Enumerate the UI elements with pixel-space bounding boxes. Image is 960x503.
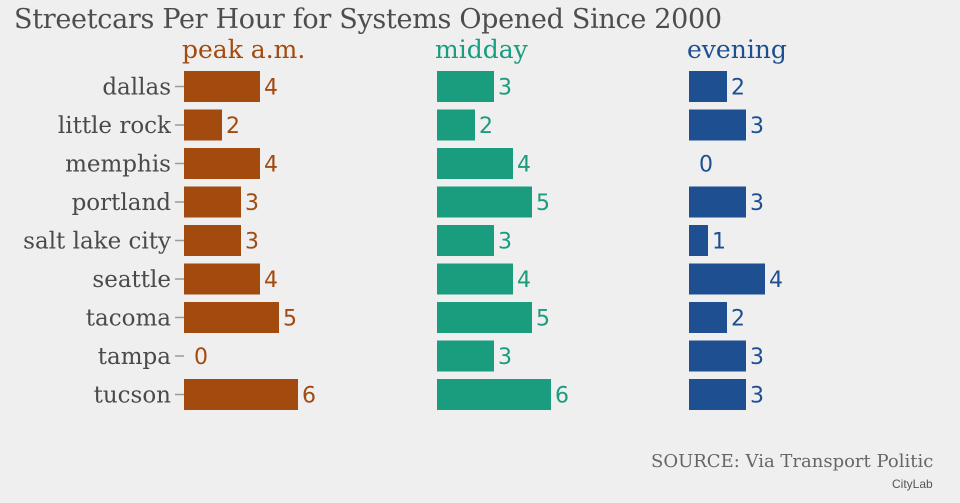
value-label-midday-portland: 5 (536, 191, 550, 216)
value-label-peak-a-m-dallas: 4 (264, 76, 278, 101)
value-label-evening-salt-lake-city: 1 (712, 230, 726, 255)
bar-midday-tampa (437, 340, 494, 372)
category-label-tucson: tucson (94, 383, 172, 409)
source-note: SOURCE: Via Transport Politic (651, 451, 934, 472)
value-label-evening-seattle: 4 (769, 268, 783, 293)
value-label-midday-tacoma: 5 (536, 307, 550, 332)
value-label-peak-a-m-tampa: 0 (194, 345, 208, 370)
value-label-evening-tacoma: 2 (731, 307, 745, 332)
bar-evening-dallas (689, 71, 727, 102)
value-label-peak-a-m-salt-lake-city: 3 (245, 230, 259, 255)
bar-peak-a-m-tacoma (184, 302, 279, 333)
bar-evening-tampa (689, 340, 746, 372)
chart-title: Streetcars Per Hour for Systems Opened S… (14, 4, 722, 35)
bar-peak-a-m-seattle (184, 263, 260, 295)
bar-peak-a-m-tucson (184, 379, 298, 410)
publisher-credit: CityLab (892, 477, 933, 491)
bar-peak-a-m-little-rock (184, 109, 222, 141)
value-label-midday-memphis: 4 (517, 153, 531, 178)
bar-evening-tacoma (689, 302, 727, 333)
panel-title-evening: evening (687, 35, 787, 64)
value-label-midday-tampa: 3 (498, 345, 512, 370)
category-label-tacoma: tacoma (86, 306, 171, 332)
category-label-portland: portland (72, 190, 172, 216)
bar-evening-little-rock (689, 109, 746, 141)
bar-evening-portland (689, 186, 746, 218)
value-label-evening-memphis: 0 (699, 153, 713, 178)
value-label-peak-a-m-tacoma: 5 (283, 307, 297, 332)
category-label-memphis: memphis (65, 152, 171, 178)
panel-title-peak-am: peak a.m. (182, 35, 306, 64)
bar-midday-memphis (437, 148, 513, 179)
value-label-midday-salt-lake-city: 3 (498, 230, 512, 255)
bar-peak-a-m-dallas (184, 71, 260, 102)
value-label-midday-little-rock: 2 (479, 114, 493, 139)
category-label-little-rock: little rock (58, 113, 172, 139)
category-label-dallas: dallas (102, 75, 171, 101)
value-label-peak-a-m-portland: 3 (245, 191, 259, 216)
value-label-midday-seattle: 4 (517, 268, 531, 293)
value-label-evening-dallas: 2 (731, 76, 745, 101)
bar-peak-a-m-salt-lake-city (184, 225, 241, 256)
value-label-evening-tucson: 3 (750, 384, 764, 409)
value-label-peak-a-m-seattle: 4 (264, 268, 278, 293)
bar-midday-little-rock (437, 109, 475, 141)
value-label-midday-tucson: 6 (555, 384, 569, 409)
bar-midday-dallas (437, 71, 494, 102)
bar-peak-a-m-memphis (184, 148, 260, 179)
bar-evening-salt-lake-city (689, 225, 708, 256)
value-label-peak-a-m-tucson: 6 (302, 384, 316, 409)
bar-midday-portland (437, 186, 532, 218)
bar-midday-seattle (437, 263, 513, 295)
category-label-seattle: seattle (92, 267, 171, 293)
value-label-evening-little-rock: 3 (750, 114, 764, 139)
value-label-evening-tampa: 3 (750, 345, 764, 370)
value-label-peak-a-m-memphis: 4 (264, 153, 278, 178)
bar-evening-tucson (689, 379, 746, 410)
value-label-midday-dallas: 3 (498, 76, 512, 101)
category-label-salt-lake-city: salt lake city (23, 229, 171, 255)
category-label-tampa: tampa (98, 344, 171, 370)
bar-midday-salt-lake-city (437, 225, 494, 256)
bar-midday-tucson (437, 379, 551, 410)
bar-peak-a-m-portland (184, 186, 241, 218)
bar-midday-tacoma (437, 302, 532, 333)
value-label-evening-portland: 3 (750, 191, 764, 216)
bar-evening-seattle (689, 263, 765, 295)
value-label-peak-a-m-little-rock: 2 (226, 114, 240, 139)
panel-title-midday: midday (435, 35, 528, 64)
